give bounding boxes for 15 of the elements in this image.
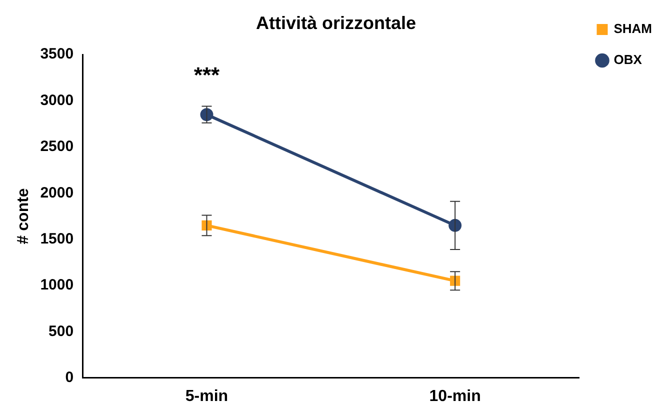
- y-tick-label: 500: [48, 322, 74, 340]
- y-axis-title: # conte: [15, 188, 32, 244]
- chart-title: Attività orizzontale: [256, 12, 416, 33]
- x-tick-label: 10-min: [429, 388, 481, 405]
- y-tick-label: 1000: [40, 276, 74, 294]
- y-tick-label: 0: [65, 368, 74, 386]
- y-tick-label: 2500: [40, 138, 74, 156]
- legend-label: OBX: [614, 52, 642, 68]
- y-tick-label: 2000: [40, 184, 74, 202]
- annotation: ***: [194, 62, 220, 88]
- y-tick-label: 3500: [40, 46, 74, 63]
- legend-label: SHAM: [614, 21, 652, 36]
- y-tick-label: 3000: [40, 92, 74, 109]
- x-tick-label: 5-min: [185, 388, 228, 405]
- y-tick-label: 1500: [40, 230, 74, 248]
